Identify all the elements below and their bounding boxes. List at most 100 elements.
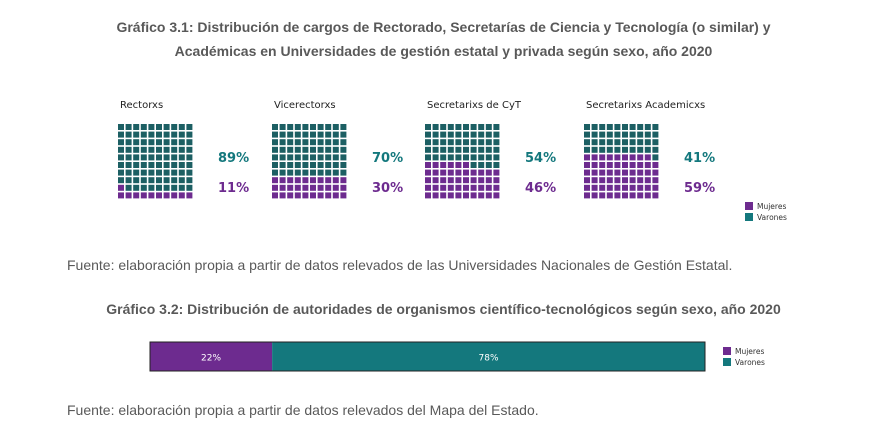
waffle-cell-mujeres [287, 177, 294, 184]
waffle-cell-varones [302, 169, 309, 176]
waffle-cell-varones [133, 184, 140, 191]
waffle-cell-mujeres [485, 177, 492, 184]
waffle-cell-varones [470, 154, 477, 161]
waffle-cell-varones [644, 146, 651, 153]
waffle-cell-varones [652, 131, 659, 138]
waffle-cell-varones [294, 124, 301, 130]
waffle-cell-mujeres [171, 192, 178, 199]
waffle-cell-varones [133, 169, 140, 176]
waffle-cell-mujeres [470, 169, 477, 176]
waffle-cell-mujeres [310, 184, 316, 191]
waffle-cell-varones [171, 184, 178, 191]
waffle-cell-varones [171, 131, 178, 138]
waffle-cell-varones [133, 131, 140, 138]
waffle-cell-varones [591, 124, 598, 130]
waffle-cell-varones [171, 162, 178, 168]
waffle-cell-mujeres [302, 192, 309, 199]
waffle-cell-varones [584, 146, 590, 153]
bar-legend-label-mujeres: Mujeres [735, 347, 764, 356]
legend-swatch-varones [745, 213, 753, 221]
waffle-cell-varones [156, 124, 162, 130]
waffle-cell-mujeres [629, 169, 636, 176]
waffle-cell-varones [493, 154, 500, 161]
waffle-cell-varones [317, 131, 324, 138]
waffle-cell-varones [279, 131, 286, 138]
waffle-cell-varones [463, 139, 469, 146]
waffle-cell-mujeres [186, 192, 193, 199]
waffle-cell-mujeres [614, 169, 621, 176]
waffle-cell-varones [156, 162, 162, 168]
waffle-cell-varones [294, 169, 301, 176]
waffle-cell-varones [272, 169, 278, 176]
waffle-cell-varones [148, 177, 155, 184]
waffle-cell-varones [294, 131, 301, 138]
waffle-cell-varones [325, 146, 332, 153]
waffle-cell-varones [287, 162, 294, 168]
waffle-cell-mujeres [622, 162, 628, 168]
waffle-cell-mujeres [629, 162, 636, 168]
waffle-cell-varones [622, 131, 628, 138]
waffle-cell-varones [140, 154, 147, 161]
waffle-cell-mujeres [447, 184, 454, 191]
waffle-cell-varones [156, 154, 162, 161]
waffle-cell-varones [325, 139, 332, 146]
waffle-cell-varones [584, 139, 590, 146]
waffle-cell-varones [125, 124, 132, 130]
waffle-cell-mujeres [622, 184, 628, 191]
waffle-cell-mujeres [340, 177, 347, 184]
waffle-cell-varones [118, 131, 124, 138]
waffle-cell-mujeres [644, 192, 651, 199]
waffle-cell-mujeres [325, 192, 332, 199]
waffle-cell-mujeres [591, 154, 598, 161]
waffle-panel-title: Rectorxs [120, 100, 163, 111]
waffle-cell-varones [133, 177, 140, 184]
waffle-cell-varones [485, 146, 492, 153]
waffle-label-varones: 89% [218, 151, 249, 166]
waffle-cell-varones [171, 154, 178, 161]
waffle-cell-varones [310, 162, 316, 168]
waffle-cell-varones [622, 146, 628, 153]
legend-label-mujeres: Mujeres [757, 202, 786, 211]
waffle-cell-mujeres [591, 184, 598, 191]
waffle-cell-varones [622, 139, 628, 146]
waffle-cell-mujeres [599, 154, 606, 161]
waffle-cell-mujeres [272, 184, 278, 191]
waffle-cell-varones [584, 131, 590, 138]
waffle-cell-mujeres [463, 184, 469, 191]
waffle-cell-varones [156, 146, 162, 153]
waffle-cell-varones [463, 154, 469, 161]
waffle-cell-mujeres [644, 169, 651, 176]
waffle-cell-varones [118, 154, 124, 161]
waffle-cell-mujeres [279, 192, 286, 199]
waffle-cell-varones [171, 169, 178, 176]
waffle-cell-varones [125, 184, 132, 191]
waffle-cell-mujeres [163, 192, 170, 199]
waffle-cell-mujeres [302, 177, 309, 184]
waffle-cell-mujeres [440, 162, 447, 168]
waffle-cell-mujeres [584, 177, 590, 184]
waffle-label-mujeres: 46% [525, 181, 556, 196]
waffle-cell-varones [332, 154, 339, 161]
waffle-cell-varones [485, 154, 492, 161]
waffle-cell-varones [606, 146, 613, 153]
waffle-cell-varones [340, 169, 347, 176]
waffle-cell-mujeres [485, 192, 492, 199]
waffle-cell-varones [637, 124, 644, 130]
waffle-cell-varones [447, 146, 454, 153]
waffle-cell-mujeres [332, 177, 339, 184]
waffle-cell-mujeres [599, 169, 606, 176]
waffle-cell-varones [148, 146, 155, 153]
waffle-cell-varones [599, 131, 606, 138]
waffle-cell-varones [148, 131, 155, 138]
waffle-chart: Rectorxs 89% 11% Vicerectorxs 70% 30% Secretar… [118, 100, 787, 222]
waffle-cell-varones [163, 154, 170, 161]
waffle-cell-varones [493, 131, 500, 138]
waffle-cell-mujeres [652, 192, 659, 199]
waffle-cell-varones [186, 124, 193, 130]
waffle-cell-mujeres [629, 184, 636, 191]
waffle-cell-varones [186, 169, 193, 176]
waffle-cell-varones [447, 124, 454, 130]
waffle-cell-varones [325, 124, 332, 130]
waffle-cell-varones [485, 131, 492, 138]
chart2-title: Gráfico 3.2: Distribución de autoridades… [106, 301, 781, 317]
